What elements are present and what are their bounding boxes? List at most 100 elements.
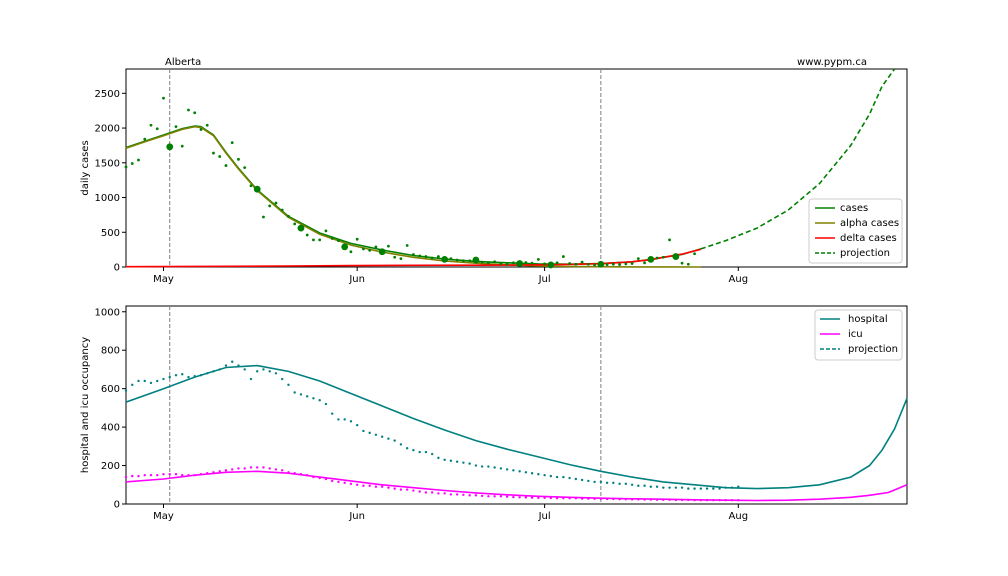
hospital-point — [674, 486, 678, 489]
hospital-point — [680, 486, 684, 489]
case-point — [412, 253, 415, 256]
hospital-point — [174, 374, 178, 377]
hospital-point — [256, 370, 259, 373]
case-point — [249, 184, 253, 188]
case-point — [597, 260, 605, 268]
case-point — [355, 237, 359, 241]
icu-point — [374, 485, 378, 488]
hospital-point — [643, 484, 646, 487]
top-y-tick-label: 1000 — [95, 193, 120, 204]
bottom-x-tick-label: Jun — [348, 511, 365, 522]
case-point — [180, 144, 184, 148]
top-x-tick-label: Jun — [348, 274, 365, 285]
icu-point — [312, 475, 315, 479]
case-point — [647, 255, 655, 263]
bottom-y-tick-label: 200 — [101, 461, 120, 472]
icu-point — [518, 496, 521, 499]
hospital-point — [199, 374, 203, 377]
case-point — [618, 263, 621, 266]
top-observed-points — [124, 96, 696, 269]
case-point — [693, 252, 696, 256]
hospital-point — [737, 485, 740, 488]
hospital-point — [168, 375, 171, 379]
icu-point — [624, 497, 628, 501]
hospital-point — [218, 368, 221, 371]
hospital-point — [568, 476, 571, 480]
hospital-point — [418, 450, 421, 454]
icu-point — [168, 473, 171, 476]
case-point — [166, 143, 174, 151]
hospital-point — [493, 466, 496, 469]
case-point — [668, 238, 671, 242]
hospital-point — [668, 486, 671, 489]
icu-point — [680, 498, 684, 502]
case-point — [155, 127, 159, 131]
hospital-point — [181, 373, 184, 376]
bottom-y-tick-label: 0 — [114, 500, 120, 511]
icu-point — [355, 483, 359, 486]
hospital-point — [231, 360, 234, 363]
icu-point — [724, 498, 728, 502]
top-x-ticks: May Jun Jul Aug — [153, 267, 748, 285]
top-series-group — [125, 68, 896, 268]
icu-point — [437, 492, 440, 495]
hospital-point — [249, 377, 253, 381]
hospital-point — [530, 472, 534, 475]
bottom-x-tick-label: Jul — [538, 511, 551, 522]
top-x-tick-label: May — [153, 274, 174, 285]
bottom-series-hospital — [125, 364, 908, 490]
case-point — [253, 185, 261, 193]
case-point — [337, 239, 340, 243]
icu-point — [324, 477, 328, 481]
hospital-point — [587, 479, 590, 483]
bottom-observed-points — [124, 360, 740, 502]
case-point — [472, 256, 480, 264]
case-point — [268, 204, 272, 208]
case-point — [468, 259, 472, 263]
icu-point — [668, 498, 671, 501]
bottom-y-ticks: 0 200 400 600 800 1000 — [95, 307, 126, 511]
icu-point — [530, 496, 534, 499]
top-series-alpha-cases — [125, 125, 701, 268]
top-legend: cases alpha cases delta cases projection — [808, 198, 903, 264]
icu-point — [480, 494, 484, 498]
hospital-point — [124, 389, 128, 392]
case-point — [324, 229, 328, 233]
top-y-tick-label: 500 — [101, 228, 120, 239]
case-point — [193, 111, 197, 115]
icu-point — [637, 498, 640, 501]
icu-point — [449, 493, 453, 496]
case-point — [430, 256, 434, 260]
top-legend-box — [808, 198, 903, 264]
case-point — [672, 253, 680, 260]
hospital-point — [518, 470, 521, 473]
icu-point — [593, 497, 596, 501]
top-series-delta-cases — [125, 248, 701, 268]
icu-point — [655, 498, 659, 501]
top-y-axis-label: daily cases — [80, 140, 91, 195]
icu-point — [562, 497, 565, 500]
icu-point — [487, 495, 490, 498]
top-series-cases — [125, 125, 702, 266]
top-x-tick-label: Aug — [729, 274, 749, 285]
icu-point — [537, 496, 540, 500]
hospital-point — [193, 374, 196, 378]
icu-point — [474, 494, 478, 497]
hospital-point — [524, 471, 528, 474]
hospital-point — [562, 475, 565, 479]
case-point — [318, 238, 322, 242]
hospital-point — [662, 486, 665, 489]
hospital-point — [624, 482, 628, 486]
case-point — [378, 248, 386, 256]
case-point — [224, 164, 228, 167]
hospital-point — [287, 383, 290, 387]
icu-point — [181, 473, 184, 477]
icu-point — [605, 497, 609, 501]
case-point — [405, 244, 409, 247]
bottom-series-group — [125, 364, 908, 502]
case-point — [493, 260, 497, 264]
case-point — [511, 261, 515, 265]
icu-point — [699, 498, 703, 502]
hospital-point — [599, 480, 603, 484]
hospital-point — [618, 482, 621, 486]
